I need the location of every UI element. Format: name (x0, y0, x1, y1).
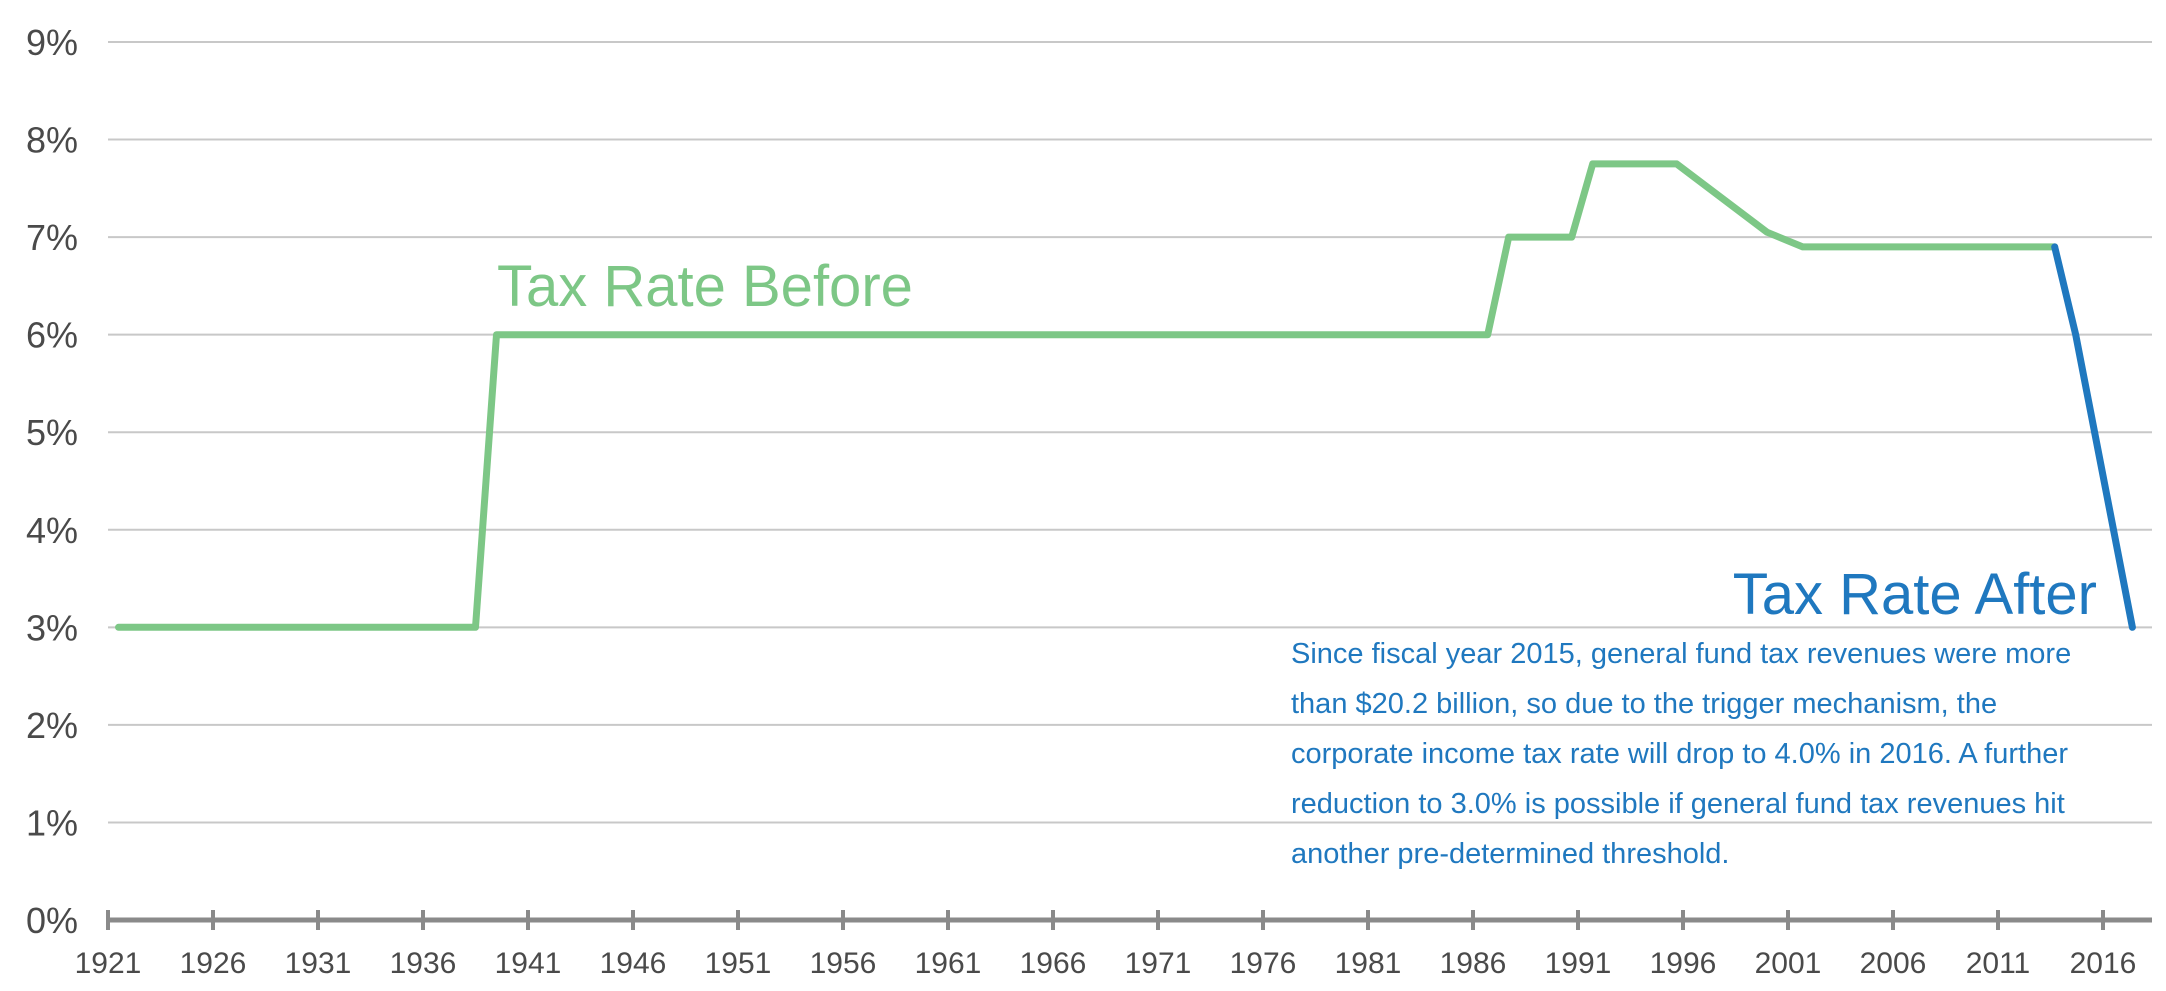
x-tick-label-1971: 1971 (1125, 947, 1192, 980)
x-tick-label-1926: 1926 (180, 947, 247, 980)
x-tick-label-1941: 1941 (495, 947, 562, 980)
y-tick-label-1: 1% (26, 802, 78, 843)
x-axis: 1921 1926 1931 1936 1941 1946 1951 1956 1961 1966… (75, 910, 2152, 980)
series-lines (115, 160, 2136, 631)
y-tick-label-5: 5% (26, 412, 78, 453)
series-label-after: Tax Rate After (1733, 562, 2097, 627)
y-tick-label-4: 4% (26, 510, 78, 551)
x-tick-label-1991: 1991 (1545, 947, 1612, 980)
y-tick-label-2: 2% (26, 705, 78, 746)
x-tick-label-1931: 1931 (285, 947, 352, 980)
x-tick-label-1946: 1946 (600, 947, 667, 980)
note-line-4: reduction to 3.0% is possible if general… (1291, 788, 2065, 820)
x-tick-label-1921: 1921 (75, 947, 142, 980)
x-tick-label-2001: 2001 (1755, 947, 1822, 980)
x-tick-label-1956: 1956 (810, 947, 877, 980)
annotation-note: Since fiscal year 2015, general fund tax… (1291, 638, 2071, 870)
x-tick-label-1961: 1961 (915, 947, 982, 980)
x-tick-label-1936: 1936 (390, 947, 457, 980)
note-line-3: corporate income tax rate will drop to 4… (1291, 738, 2068, 770)
x-tick-label-2011: 2011 (1966, 947, 2031, 980)
x-tick-label-1981: 1981 (1335, 947, 1402, 980)
note-line-5: another pre-determined threshold. (1291, 838, 1729, 870)
x-tick-label-1966: 1966 (1020, 947, 1087, 980)
series-label-before: Tax Rate Before (497, 254, 913, 319)
x-tick-label-1986: 1986 (1440, 947, 1507, 980)
x-tick-label-2006: 2006 (1860, 947, 1927, 980)
x-tick-label-1996: 1996 (1650, 947, 1717, 980)
note-line-1: Since fiscal year 2015, general fund tax… (1291, 638, 2071, 670)
y-tick-label-9: 9% (26, 22, 78, 63)
x-tick-label-1976: 1976 (1230, 947, 1297, 980)
x-tick-label-2016: 2016 (2070, 947, 2137, 980)
y-tick-label-6: 6% (26, 315, 78, 356)
x-tick-label-1951: 1951 (705, 947, 772, 980)
note-line-2: than $20.2 billion, so due to the trigge… (1291, 688, 1997, 720)
y-axis-ticks: 0% 1% 2% 3% 4% 5% 6% 7% 8% 9% (26, 22, 78, 941)
y-tick-label-7: 7% (26, 217, 78, 258)
y-tick-label-0: 0% (26, 900, 78, 941)
series-line-before (115, 160, 2059, 631)
series-line-after (2051, 243, 2136, 631)
y-tick-label-3: 3% (26, 607, 78, 648)
y-tick-label-8: 8% (26, 120, 78, 161)
